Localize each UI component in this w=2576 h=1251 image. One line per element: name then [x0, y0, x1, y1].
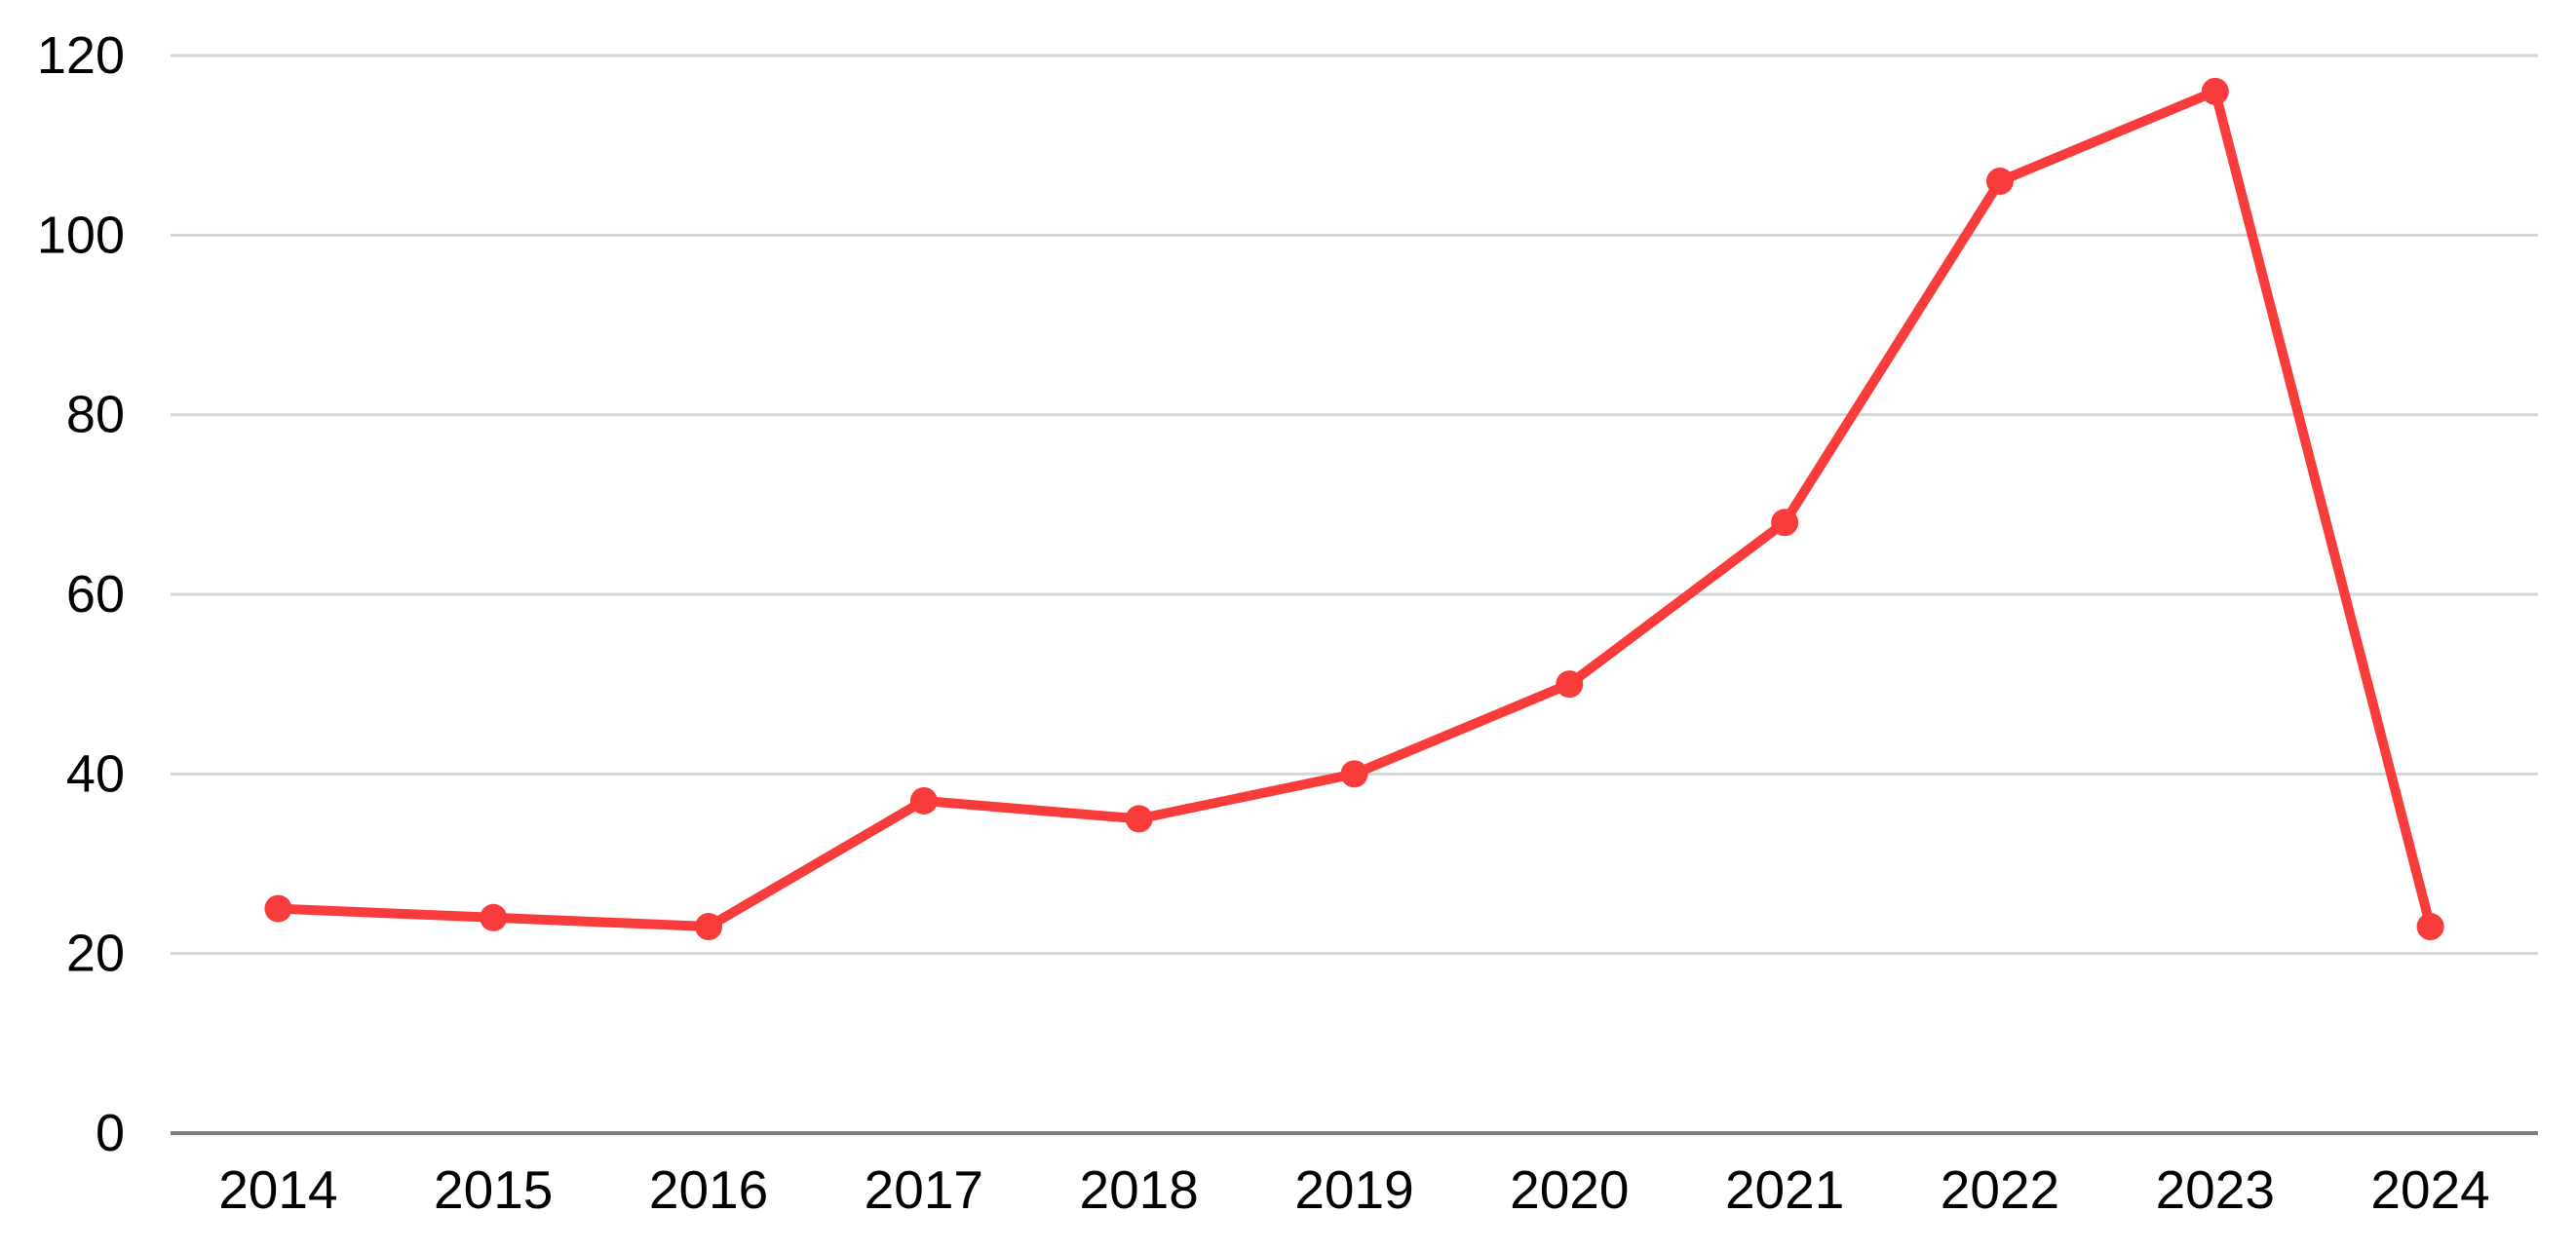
data-point-marker — [1771, 509, 1799, 537]
x-tick-label: 2020 — [1510, 1159, 1629, 1220]
data-point-marker — [1556, 670, 1584, 699]
data-point-marker — [909, 786, 938, 815]
x-tick-label: 2017 — [865, 1159, 983, 1220]
series-line — [273, 86, 2436, 932]
data-point-marker — [480, 903, 508, 931]
data-point-marker — [695, 913, 723, 941]
x-tick-label: 2024 — [2370, 1159, 2489, 1220]
x-tick-label: 2018 — [1080, 1159, 1199, 1220]
x-tick-label: 2019 — [1294, 1159, 1413, 1220]
y-tick-label: 20 — [66, 925, 125, 983]
gridlines-layer — [171, 54, 2538, 1135]
series-layer — [264, 77, 2444, 941]
y-tick-label: 100 — [37, 206, 125, 264]
y-tick-label: 40 — [66, 744, 125, 803]
x-tick-label: 2015 — [434, 1159, 553, 1220]
x-tick-label: 2014 — [218, 1159, 337, 1220]
data-point-marker — [2416, 913, 2444, 941]
data-point-marker — [2201, 77, 2229, 105]
data-point-marker — [264, 894, 292, 923]
x-tick-label: 2021 — [1725, 1159, 1844, 1220]
x-tick-label: 2023 — [2156, 1159, 2275, 1220]
x-tick-label: 2016 — [649, 1159, 768, 1220]
y-tick-label: 0 — [96, 1104, 125, 1162]
data-point-marker — [1340, 760, 1368, 788]
y-tick-label: 60 — [66, 565, 125, 624]
x-axis-labels: 2014 2015 2016 2017 2018 2019 2020 2021 2022 2023… — [218, 1159, 2490, 1220]
data-point-marker — [1125, 805, 1153, 833]
data-point-marker — [1985, 168, 2014, 196]
x-tick-label: 2022 — [1941, 1159, 2059, 1220]
y-axis-labels: 0 20 40 60 80 100 120 — [37, 26, 125, 1162]
y-tick-label: 120 — [37, 26, 125, 85]
y-tick-label: 80 — [66, 386, 125, 444]
